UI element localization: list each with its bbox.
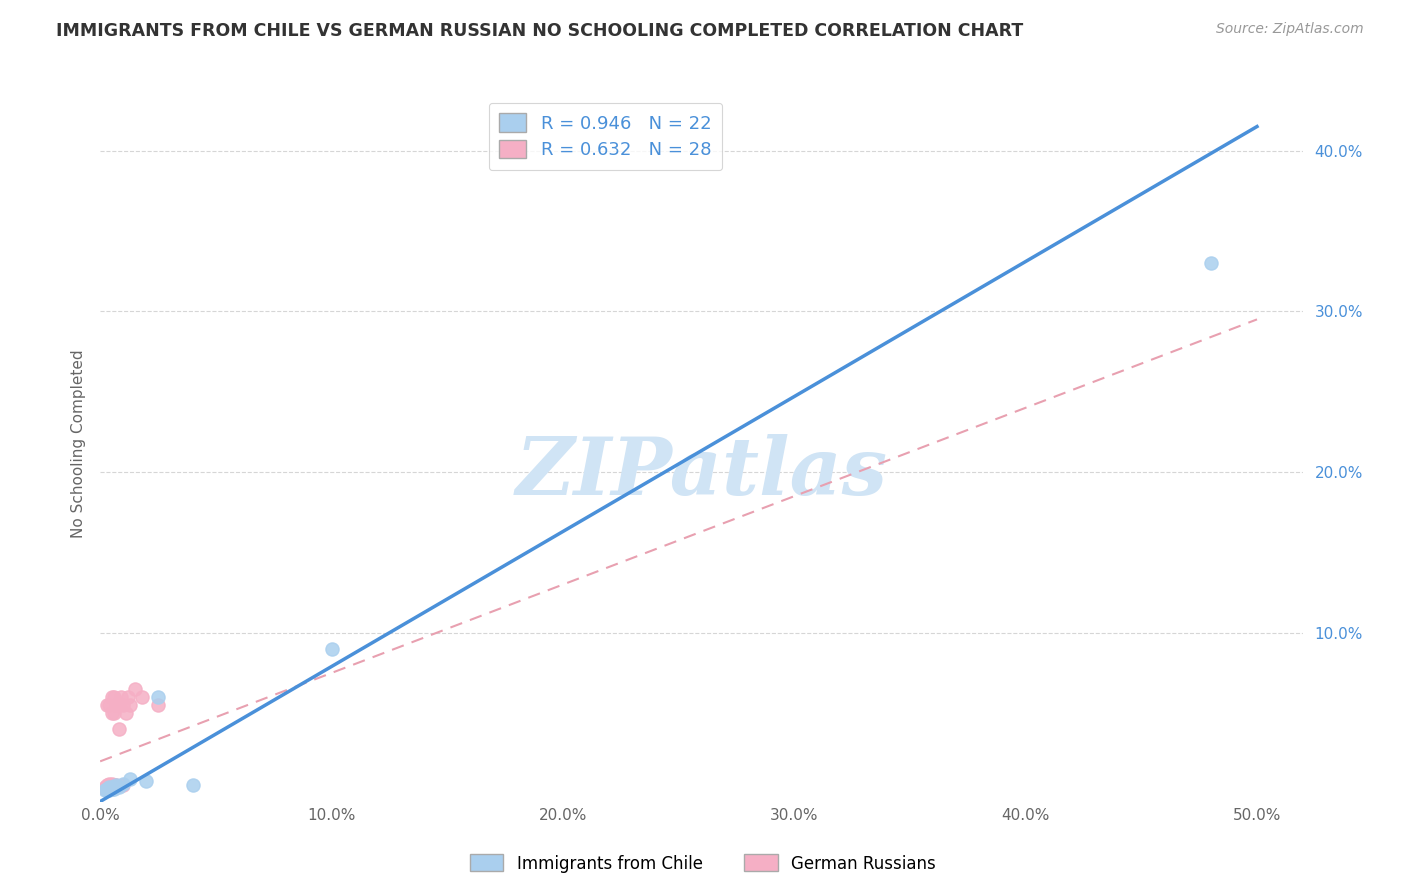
Point <box>96 781 118 796</box>
Point <box>112 777 135 791</box>
Point <box>100 777 122 791</box>
Point <box>1199 256 1222 270</box>
Point <box>100 780 122 794</box>
Point <box>96 781 118 796</box>
Point <box>117 690 139 704</box>
Point <box>124 681 146 696</box>
Point <box>107 780 129 794</box>
Point <box>94 780 117 794</box>
Point <box>96 698 118 712</box>
Point <box>131 690 153 704</box>
Point <box>103 780 125 794</box>
Point <box>105 780 128 794</box>
Point <box>112 698 135 712</box>
Point <box>98 780 121 794</box>
Point <box>98 781 121 796</box>
Legend: R = 0.946   N = 22, R = 0.632   N = 28: R = 0.946 N = 22, R = 0.632 N = 28 <box>488 103 723 170</box>
Point <box>105 779 128 793</box>
Point <box>181 779 204 793</box>
Point <box>96 779 118 793</box>
Text: ZIPatlas: ZIPatlas <box>516 434 887 511</box>
Point <box>94 781 117 796</box>
Legend: Immigrants from Chile, German Russians: Immigrants from Chile, German Russians <box>464 847 942 880</box>
Point <box>100 690 122 704</box>
Point <box>321 641 343 656</box>
Point <box>103 779 125 793</box>
Point <box>120 772 142 786</box>
Point <box>96 783 118 797</box>
Point <box>103 690 125 704</box>
Point <box>146 690 169 704</box>
Point <box>94 783 117 797</box>
Point <box>103 706 125 720</box>
Point <box>146 698 169 712</box>
Text: IMMIGRANTS FROM CHILE VS GERMAN RUSSIAN NO SCHOOLING COMPLETED CORRELATION CHART: IMMIGRANTS FROM CHILE VS GERMAN RUSSIAN … <box>56 22 1024 40</box>
Point <box>114 706 136 720</box>
Point <box>105 698 128 712</box>
Point <box>105 779 128 793</box>
Y-axis label: No Schooling Completed: No Schooling Completed <box>72 350 86 538</box>
Point <box>100 781 122 796</box>
Text: Source: ZipAtlas.com: Source: ZipAtlas.com <box>1216 22 1364 37</box>
Point <box>110 690 132 704</box>
Point <box>98 777 121 791</box>
Point <box>98 779 121 793</box>
Point <box>100 706 122 720</box>
Point <box>96 780 118 794</box>
Point <box>135 773 157 788</box>
Point <box>107 723 129 737</box>
Point <box>100 781 122 796</box>
Point <box>107 698 129 712</box>
Point <box>103 781 125 796</box>
Point <box>120 698 142 712</box>
Point <box>98 783 121 797</box>
Point <box>98 698 121 712</box>
Point <box>100 779 122 793</box>
Point <box>112 779 135 793</box>
